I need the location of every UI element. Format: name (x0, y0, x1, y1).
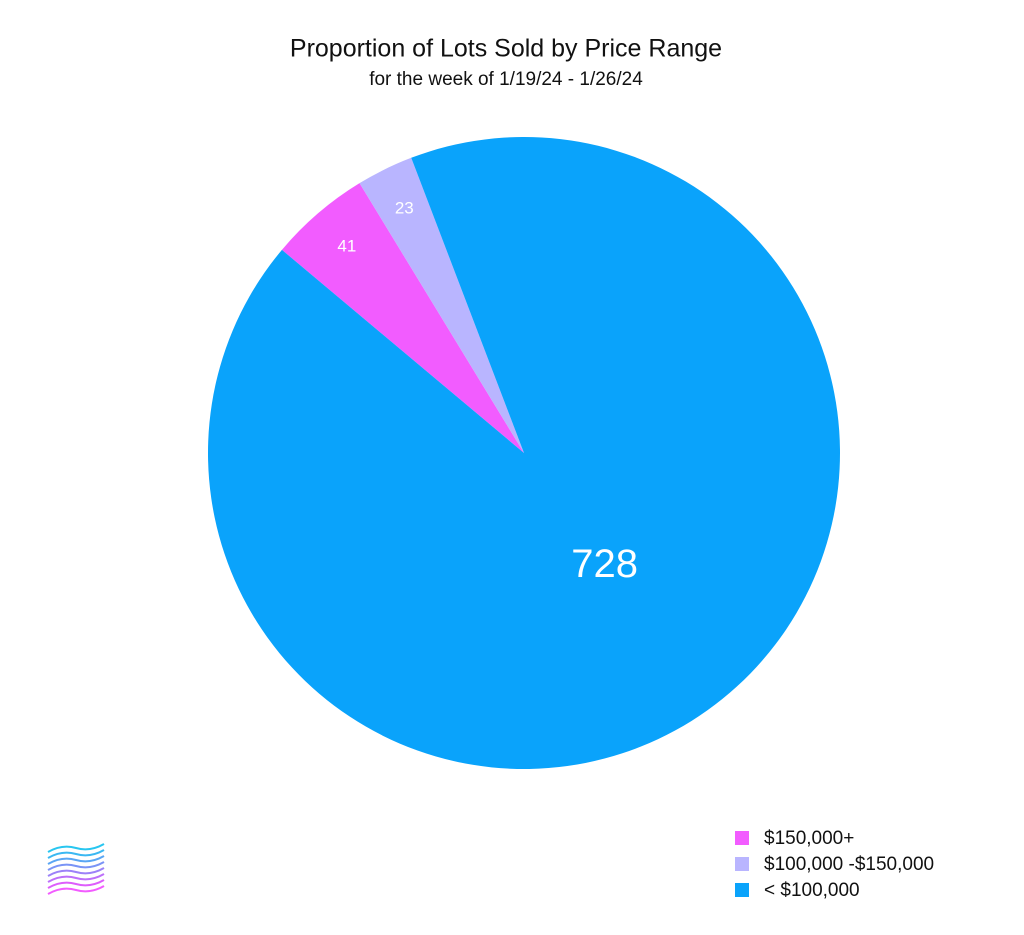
legend-swatch (735, 831, 749, 845)
pie-slice (359, 157, 524, 454)
legend-label: $100,000 -$150,000 (764, 854, 934, 875)
logo (47, 843, 105, 895)
data-label: 23 (395, 199, 414, 218)
legend-label: < $100,000 (764, 880, 860, 901)
legend-label: $150,000+ (764, 828, 854, 849)
legend-swatch (735, 857, 749, 871)
pie-slice (281, 183, 524, 453)
legend-swatch (735, 883, 749, 897)
pie-slice (207, 137, 840, 770)
chart-title: Proportion of Lots Sold by Price Range (290, 35, 722, 63)
data-label: 728 (571, 542, 638, 586)
data-label: 41 (337, 236, 356, 255)
chart-subtitle: for the week of 1/19/24 - 1/26/24 (369, 69, 643, 90)
